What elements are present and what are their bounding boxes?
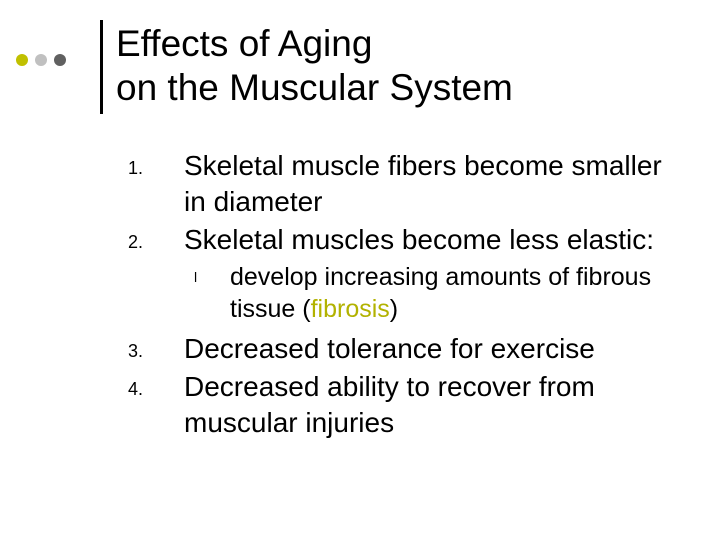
sub-text-pre: develop increasing amounts of fibrous ti… (230, 263, 651, 323)
item-text: Skeletal muscle fibers become smaller in… (184, 148, 688, 220)
highlight-term: fibrosis (311, 295, 390, 323)
item-text: Decreased ability to recover from muscul… (184, 369, 688, 441)
sub-item: l develop increasing amounts of fibrous … (184, 261, 688, 325)
list-item: 2. Skeletal muscles become less elastic: (128, 222, 688, 258)
slide-title: Effects of Aging on the Muscular System (116, 22, 513, 109)
list-item: 1. Skeletal muscle fibers become smaller… (128, 148, 688, 220)
item-number: 3. (128, 331, 184, 367)
item-number: 1. (128, 148, 184, 220)
decorative-dots (16, 54, 66, 66)
item-number: 4. (128, 369, 184, 441)
title-divider (100, 20, 103, 114)
sub-item-text: develop increasing amounts of fibrous ti… (230, 261, 688, 325)
slide-content: 1. Skeletal muscle fibers become smaller… (128, 148, 688, 443)
item-number: 2. (128, 222, 184, 258)
dot-icon (54, 54, 66, 66)
title-line-1: Effects of Aging (116, 22, 513, 66)
list-item: 3. Decreased tolerance for exercise (128, 331, 688, 367)
bullet-icon: l (184, 261, 230, 325)
dot-icon (35, 54, 47, 66)
list-item: 4. Decreased ability to recover from mus… (128, 369, 688, 441)
item-text: Decreased tolerance for exercise (184, 331, 688, 367)
item-text: Skeletal muscles become less elastic: (184, 222, 688, 258)
sub-text-post: ) (390, 295, 398, 323)
title-line-2: on the Muscular System (116, 66, 513, 110)
dot-icon (16, 54, 28, 66)
